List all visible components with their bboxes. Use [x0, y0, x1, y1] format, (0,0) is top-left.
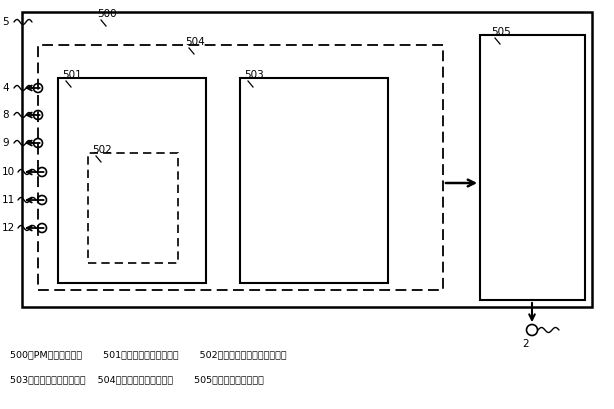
Text: 4: 4 — [2, 83, 9, 93]
Text: 502: 502 — [92, 145, 112, 155]
Text: 501: 501 — [62, 70, 82, 80]
Bar — [480, 35, 585, 300]
Text: 500：PM堆積量算出部       501：アッシュ重量算出部       502：エンジン運転時間算出部: 500：PM堆積量算出部 501：アッシュ重量算出部 502：エンジン運転時間算… — [10, 351, 287, 360]
Text: 504: 504 — [185, 37, 204, 47]
Text: 500: 500 — [97, 9, 117, 19]
Text: 505: 505 — [491, 27, 511, 37]
Bar — [22, 12, 592, 307]
Text: 2: 2 — [522, 339, 529, 349]
Text: 5: 5 — [2, 17, 9, 27]
Text: 11: 11 — [2, 195, 15, 205]
Text: 503：アッシュ密度算出部    504：アッシュ容量算出部       505：燃料添加弁制御部: 503：アッシュ密度算出部 504：アッシュ容量算出部 505：燃料添加弁制御部 — [10, 375, 264, 384]
Bar — [240, 78, 388, 283]
Text: 12: 12 — [2, 223, 15, 233]
Text: 10: 10 — [2, 167, 15, 177]
Text: 8: 8 — [2, 110, 9, 120]
Bar — [58, 78, 206, 283]
Text: 503: 503 — [244, 70, 264, 80]
Bar — [38, 45, 443, 290]
Bar — [88, 153, 178, 263]
Text: 9: 9 — [2, 138, 9, 148]
